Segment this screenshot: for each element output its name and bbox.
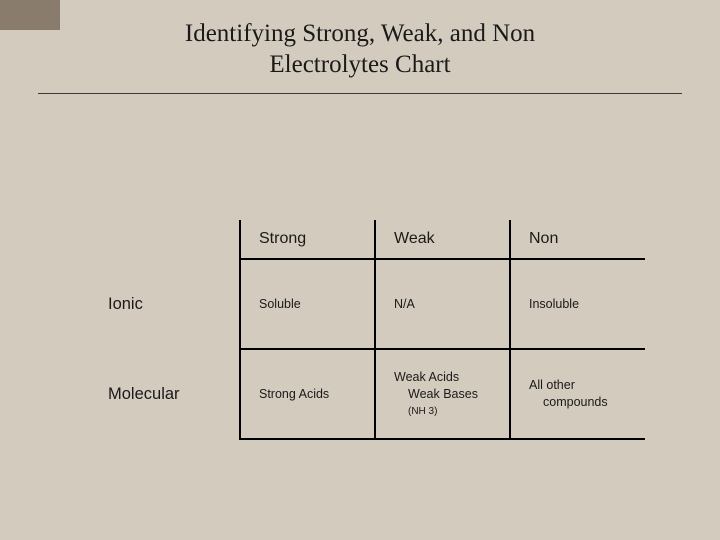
electrolytes-table: Strong Weak Non Ionic Soluble N/A Insolu… xyxy=(90,220,645,440)
col-header-weak: Weak xyxy=(375,220,510,259)
table-header-row: Strong Weak Non xyxy=(90,220,645,259)
col-header-strong: Strong xyxy=(240,220,375,259)
col-header-non: Non xyxy=(510,220,645,259)
cell-ionic-non: Insoluble xyxy=(510,259,645,349)
title-line-1: Identifying Strong, Weak, and Non xyxy=(185,20,535,47)
table-row: Molecular Strong Acids Weak AcidsWeak Ba… xyxy=(90,349,645,439)
cell-ionic-weak: N/A xyxy=(375,259,510,349)
table-corner-blank xyxy=(90,220,240,259)
cell-molecular-weak: Weak AcidsWeak Bases(NH 3) xyxy=(375,349,510,439)
page-title: Identifying Strong, Weak, and Non Electr… xyxy=(0,0,720,89)
cell-ionic-strong: Soluble xyxy=(240,259,375,349)
table-row: Ionic Soluble N/A Insoluble xyxy=(90,259,645,349)
accent-block xyxy=(0,0,60,30)
title-underline xyxy=(38,93,682,94)
cell-molecular-non: All othercompounds xyxy=(510,349,645,439)
cell-molecular-strong: Strong Acids xyxy=(240,349,375,439)
title-line-2: Electrolytes Chart xyxy=(269,51,450,78)
row-header-molecular: Molecular xyxy=(90,349,240,439)
row-header-ionic: Ionic xyxy=(90,259,240,349)
electrolytes-table-wrap: Strong Weak Non Ionic Soluble N/A Insolu… xyxy=(90,220,645,440)
